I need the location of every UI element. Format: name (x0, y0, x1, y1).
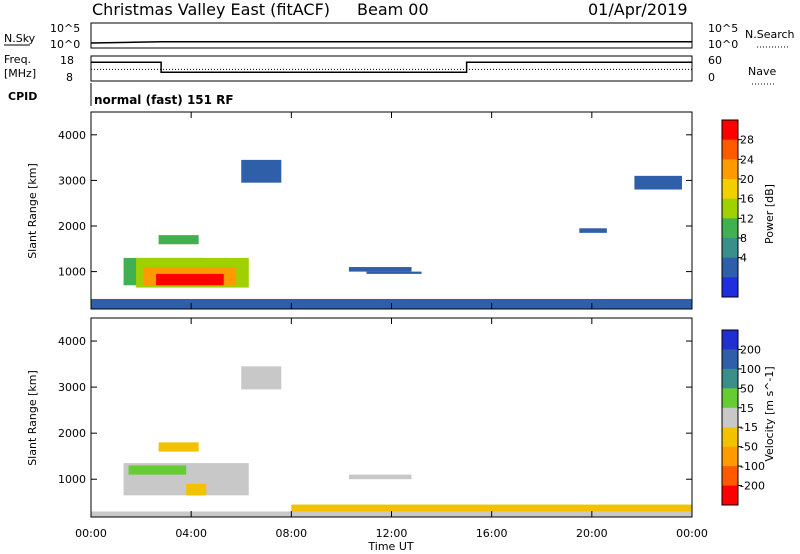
cpid-label: CPID (8, 90, 37, 103)
colorbar-swatch (722, 139, 738, 160)
colorbar-tick-label: 100 (740, 363, 761, 376)
colorbar-tick-label: 28 (740, 134, 754, 147)
y-tick-label: 3000 (58, 174, 86, 187)
nsky-series (90, 41, 692, 44)
y-tick-label: 2000 (58, 427, 86, 440)
colorbar-tick-label: 200 (740, 343, 761, 356)
x-tick-label: 04:00 (175, 527, 207, 540)
colorbar-tick-label: 24 (740, 153, 754, 166)
colorbar-swatch (722, 238, 738, 259)
heatmap-cell (158, 235, 199, 245)
y-tick-label: 2000 (58, 220, 86, 233)
colorbar-frame (721, 119, 739, 298)
colorbar-swatch (722, 368, 738, 389)
velocity-y-axis: 1000 2000 3000 4000 (58, 335, 692, 486)
colorbar-tick-label: -100 (740, 460, 765, 473)
colorbar-swatch (722, 485, 738, 506)
y-tick-label: 4000 (58, 129, 86, 142)
freq-frame (90, 55, 693, 82)
power-heatmap (91, 159, 692, 309)
y-tick-label: 4000 (58, 335, 86, 348)
colorbar-tick-label: 50 (740, 382, 754, 395)
colorbar-tick-label: 16 (740, 193, 754, 206)
colorbar-swatch (722, 407, 738, 428)
power-colorbar-label: Power [dB] (763, 184, 776, 244)
colorbar-swatch (722, 388, 738, 409)
colorbar-swatch (722, 277, 738, 298)
freq-label-line1: Freq. (4, 53, 31, 66)
colorbar-swatch (722, 427, 738, 448)
power-y-axis: 1000 2000 3000 4000 (58, 129, 692, 279)
heatmap-cell (158, 442, 199, 452)
x-tick-label: 08:00 (275, 527, 307, 540)
nave-top-tick: 60 (708, 54, 722, 67)
colorbar-tick-label: 15 (740, 402, 754, 415)
velocity-colorbar-label: Velocity [m s^-1] (763, 366, 776, 461)
colorbar-swatch (722, 120, 738, 141)
colorbar-swatch (722, 198, 738, 219)
colorbar-swatch (722, 330, 738, 350)
beam-label: Beam 00 (357, 0, 429, 19)
date-label: 01/Apr/2019 (588, 0, 688, 19)
time-axis: 00:00 04:00 08:00 12:00 16:00 20:00 00:00 (75, 112, 708, 540)
colorbar-tick-label: 20 (740, 173, 754, 186)
heatmap-cell (348, 267, 412, 272)
x-tick-label: 00:00 (75, 527, 107, 540)
colorbar-swatch (722, 257, 738, 278)
nave-label: Nave (748, 65, 776, 78)
colorbar-frame (721, 329, 739, 506)
heatmap-cell (634, 175, 682, 190)
nsky-frame (90, 22, 693, 49)
power-colorbar: 28 24 20 16 12 8 4 (721, 119, 754, 298)
heatmap-cell (348, 474, 412, 480)
power-ylabel: Slant Range [km] (26, 163, 39, 259)
colorbar-tick-label: 8 (740, 232, 747, 245)
freq-label-line2: [MHz] (4, 67, 36, 80)
nsearch-top-tick: 10^5 (708, 22, 738, 35)
x-tick-label: 20:00 (576, 527, 608, 540)
colorbar-swatch (722, 349, 738, 370)
y-tick-label: 3000 (58, 381, 86, 394)
heatmap-cell (241, 159, 282, 183)
colorbar-swatch (722, 466, 738, 487)
xlabel: Time UT (367, 540, 413, 553)
colorbar-swatch (722, 159, 738, 180)
heatmap-cell (366, 271, 422, 274)
colorbar-swatch (722, 446, 738, 467)
nsearch-bottom-tick: 10^0 (708, 38, 738, 51)
colorbar-swatch (722, 179, 738, 200)
freq-series (91, 61, 692, 73)
velocity-colorbar: 200 100 50 15 -15 -50 -100 -200 (721, 329, 765, 506)
colorbar-tick-label: 4 (740, 252, 747, 265)
plot-title: Christmas Valley East (fitACF) (92, 0, 330, 19)
colorbar-tick-label: 12 (740, 212, 754, 225)
freq-bottom-tick: 8 (66, 71, 73, 84)
nsky-bottom-tick: 10^0 (50, 38, 80, 51)
heatmap-cell (186, 483, 207, 496)
heatmap-cell (579, 228, 607, 233)
colorbar-tick-label: -200 (740, 480, 765, 493)
heatmap-cell (128, 465, 187, 475)
x-tick-label: 16:00 (476, 527, 508, 540)
nsearch-label: N.Search (745, 28, 795, 41)
x-tick-label: 00:00 (676, 527, 708, 540)
nave-bottom-tick: 0 (708, 71, 715, 84)
colorbar-swatch (722, 218, 738, 239)
colorbar-tick-label: -50 (740, 441, 758, 454)
cpid-value: normal (fast) 151 RF (94, 93, 234, 107)
colorbar-tick-label: -15 (740, 421, 758, 434)
y-tick-label: 1000 (58, 473, 86, 486)
freq-top-tick: 18 (60, 54, 74, 67)
heatmap-cell (241, 366, 282, 390)
nsky-top-tick: 10^5 (50, 22, 80, 35)
velocity-ylabel: Slant Range [km] (26, 370, 39, 466)
heatmap-cell (156, 273, 224, 286)
velocity-heatmap (91, 366, 692, 517)
nsky-label: N.Sky (4, 32, 36, 45)
x-tick-label: 12:00 (376, 527, 408, 540)
y-tick-label: 1000 (58, 266, 86, 279)
